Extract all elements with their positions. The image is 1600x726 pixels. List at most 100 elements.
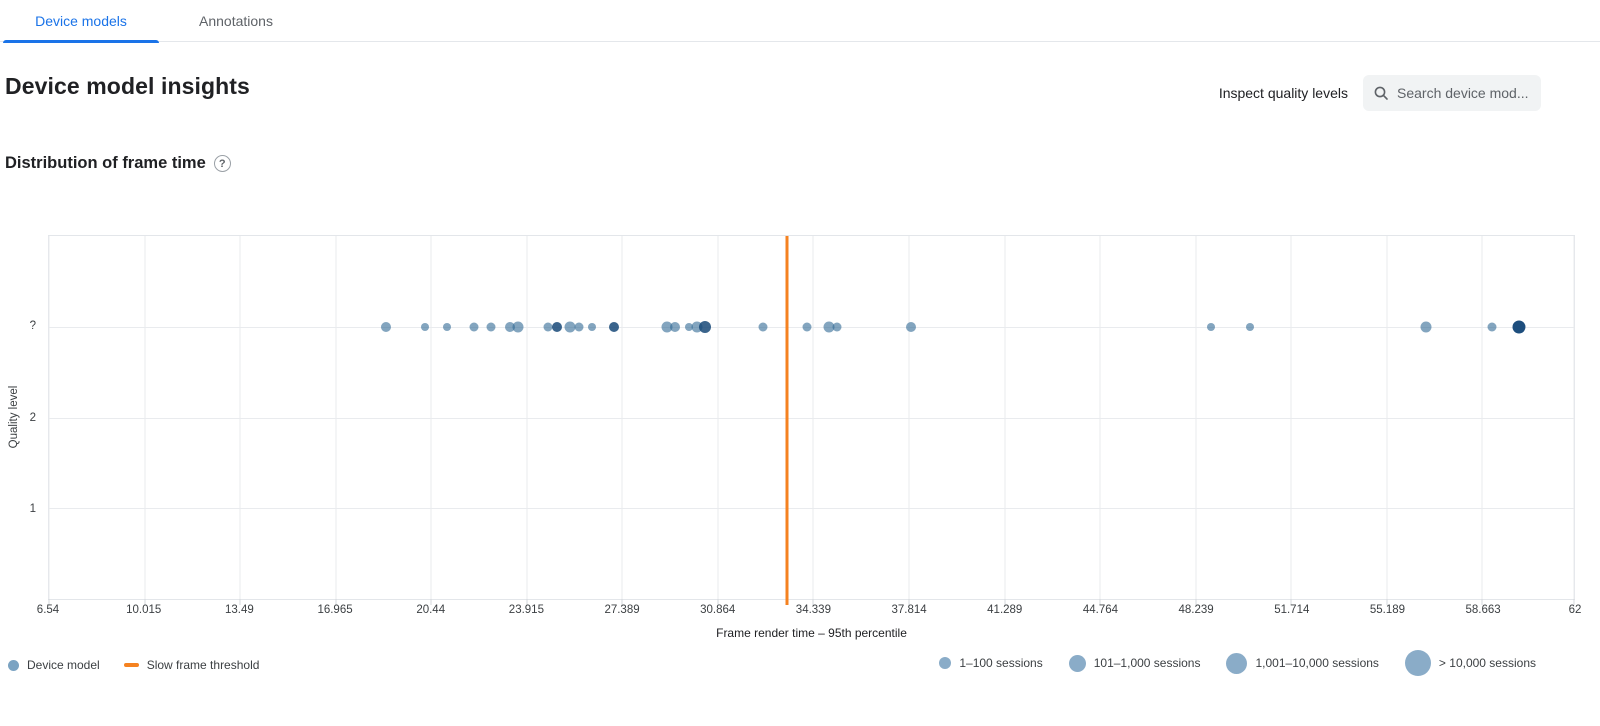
x-tick-mark	[48, 599, 50, 605]
device-model-dot[interactable]	[1207, 322, 1216, 331]
device-model-dot[interactable]	[512, 321, 524, 333]
bubble-large-icon	[1226, 652, 1248, 674]
x-tick-mark	[1481, 599, 1483, 605]
device-model-dot[interactable]	[669, 321, 680, 332]
tab-annotations[interactable]: Annotations	[176, 0, 296, 42]
x-tick-label: 34.339	[795, 604, 831, 616]
x-tick-mark	[1386, 599, 1388, 605]
x-tick-mark	[144, 599, 146, 605]
tab-annotations-label: Annotations	[199, 13, 273, 29]
threshold-swatch-icon	[123, 663, 139, 667]
x-tick-mark	[335, 599, 337, 605]
tab-bar: Device models Annotations	[0, 0, 1600, 43]
device-model-dot[interactable]	[588, 322, 597, 331]
chart-legend: Device model Slow frame threshold	[8, 658, 259, 672]
x-tick-label: 16.965	[317, 604, 353, 616]
x-gridline	[1573, 236, 1575, 599]
legend-device-model: Device model	[8, 658, 100, 672]
device-model-dot[interactable]	[564, 321, 576, 333]
bubble-xlarge-icon	[1404, 650, 1431, 676]
device-model-dot[interactable]	[906, 321, 917, 332]
help-icon[interactable]: ?	[213, 155, 231, 172]
x-tick-mark	[1573, 599, 1575, 605]
device-model-dot[interactable]	[543, 322, 553, 332]
y-gridline	[49, 326, 1574, 328]
x-tick-mark	[717, 599, 719, 605]
tab-device-models[interactable]: Device models	[3, 0, 159, 43]
search-icon	[1374, 86, 1388, 100]
x-tick-mark	[239, 599, 241, 605]
y-tick-label: 2	[29, 411, 36, 424]
x-tick-mark	[1290, 599, 1292, 605]
y-axis-ticks: ? 2 1	[0, 235, 42, 600]
plot-area	[48, 235, 1575, 605]
device-model-dot[interactable]	[574, 322, 584, 332]
x-tick-label: 58.663	[1465, 604, 1501, 616]
tab-device-models-label: Device models	[35, 13, 127, 29]
device-model-dot[interactable]	[486, 322, 496, 332]
x-tick-label: 55.189	[1369, 604, 1406, 616]
x-tick-label: 10.015	[126, 604, 162, 616]
device-model-dot[interactable]	[381, 321, 392, 332]
device-model-dot[interactable]	[442, 322, 451, 331]
x-axis-title: Frame render time – 95th percentile	[716, 626, 907, 640]
x-tick-label: 13.49	[224, 604, 254, 616]
session-size-legend: 1–100 sessions 101–1,000 sessions 1,001–…	[939, 650, 1536, 676]
device-model-dot[interactable]	[1512, 320, 1526, 334]
chart-section-header: Distribution of frame time ?	[5, 154, 231, 173]
page-title: Device model insights	[5, 73, 250, 99]
device-model-dot[interactable]	[504, 321, 515, 332]
x-tick-label: 23.915	[508, 604, 544, 616]
device-model-dot[interactable]	[832, 322, 842, 332]
x-axis-ticks: 6.54 10.015 13.49 16.965 20.44 23.915 27.389 30…	[37, 604, 1582, 618]
y-tick-label: 1	[29, 502, 36, 515]
x-tick-mark	[812, 599, 814, 605]
legend-sessions-101-1000: 101–1,000 sessions	[1068, 654, 1201, 672]
y-gridline	[49, 508, 1574, 510]
device-model-dot[interactable]	[684, 322, 693, 331]
y-gridline	[49, 417, 1574, 419]
legend-sessions-1001-10000: 1,001–10,000 sessions	[1226, 652, 1379, 674]
device-model-dot[interactable]	[823, 321, 835, 333]
x-tick-mark	[1004, 599, 1005, 605]
legend-sessions-1-100-label: 1–100 sessions	[959, 656, 1043, 670]
device-model-dot[interactable]	[1487, 322, 1496, 332]
legend-sessions-over-10000: > 10,000 sessions	[1404, 650, 1536, 676]
bubble-medium-icon	[1068, 654, 1086, 672]
y-tick-label: ?	[29, 320, 36, 333]
device-model-dot[interactable]	[802, 322, 812, 332]
device-model-dot[interactable]	[1420, 321, 1431, 333]
device-model-dot[interactable]	[1245, 322, 1254, 331]
device-model-swatch-icon	[8, 659, 19, 671]
device-model-dot[interactable]	[551, 321, 562, 332]
legend-sessions-over-10000-label: > 10,000 sessions	[1438, 656, 1536, 670]
legend-sessions-1001-10000-label: 1,001–10,000 sessions	[1255, 656, 1379, 670]
device-model-dot[interactable]	[661, 321, 673, 333]
legend-sessions-101-1000-label: 101–1,000 sessions	[1093, 656, 1201, 670]
device-model-dot[interactable]	[691, 321, 703, 333]
x-tick-mark	[430, 599, 432, 605]
device-model-dot[interactable]	[699, 320, 712, 333]
search-input[interactable]	[1397, 85, 1531, 101]
legend-device-model-label: Device model	[27, 658, 100, 672]
x-tick-label: 27.389	[604, 604, 640, 616]
device-model-dot[interactable]	[469, 322, 479, 332]
device-model-dot[interactable]	[758, 322, 768, 332]
x-tick-label: 20.44	[416, 604, 446, 616]
x-tick-label: 41.289	[987, 604, 1023, 616]
x-tick-mark	[621, 599, 623, 605]
inspect-quality-levels-link[interactable]: Inspect quality levels	[1218, 85, 1348, 101]
x-tick-label: 44.764	[1082, 604, 1119, 616]
search-box[interactable]	[1363, 75, 1541, 111]
x-tick-label: 48.239	[1178, 604, 1214, 616]
device-model-dot[interactable]	[420, 322, 429, 331]
slow-frame-threshold-line	[785, 236, 789, 605]
x-tick-label: 30.864	[700, 604, 736, 616]
x-tick-label: 37.814	[891, 604, 927, 616]
x-tick-mark	[526, 599, 528, 605]
x-tick-mark	[1099, 599, 1101, 605]
device-model-dot[interactable]	[609, 321, 620, 332]
active-tab-indicator	[3, 40, 159, 43]
bubble-small-icon	[939, 657, 952, 669]
legend-threshold-label: Slow frame threshold	[146, 658, 260, 672]
